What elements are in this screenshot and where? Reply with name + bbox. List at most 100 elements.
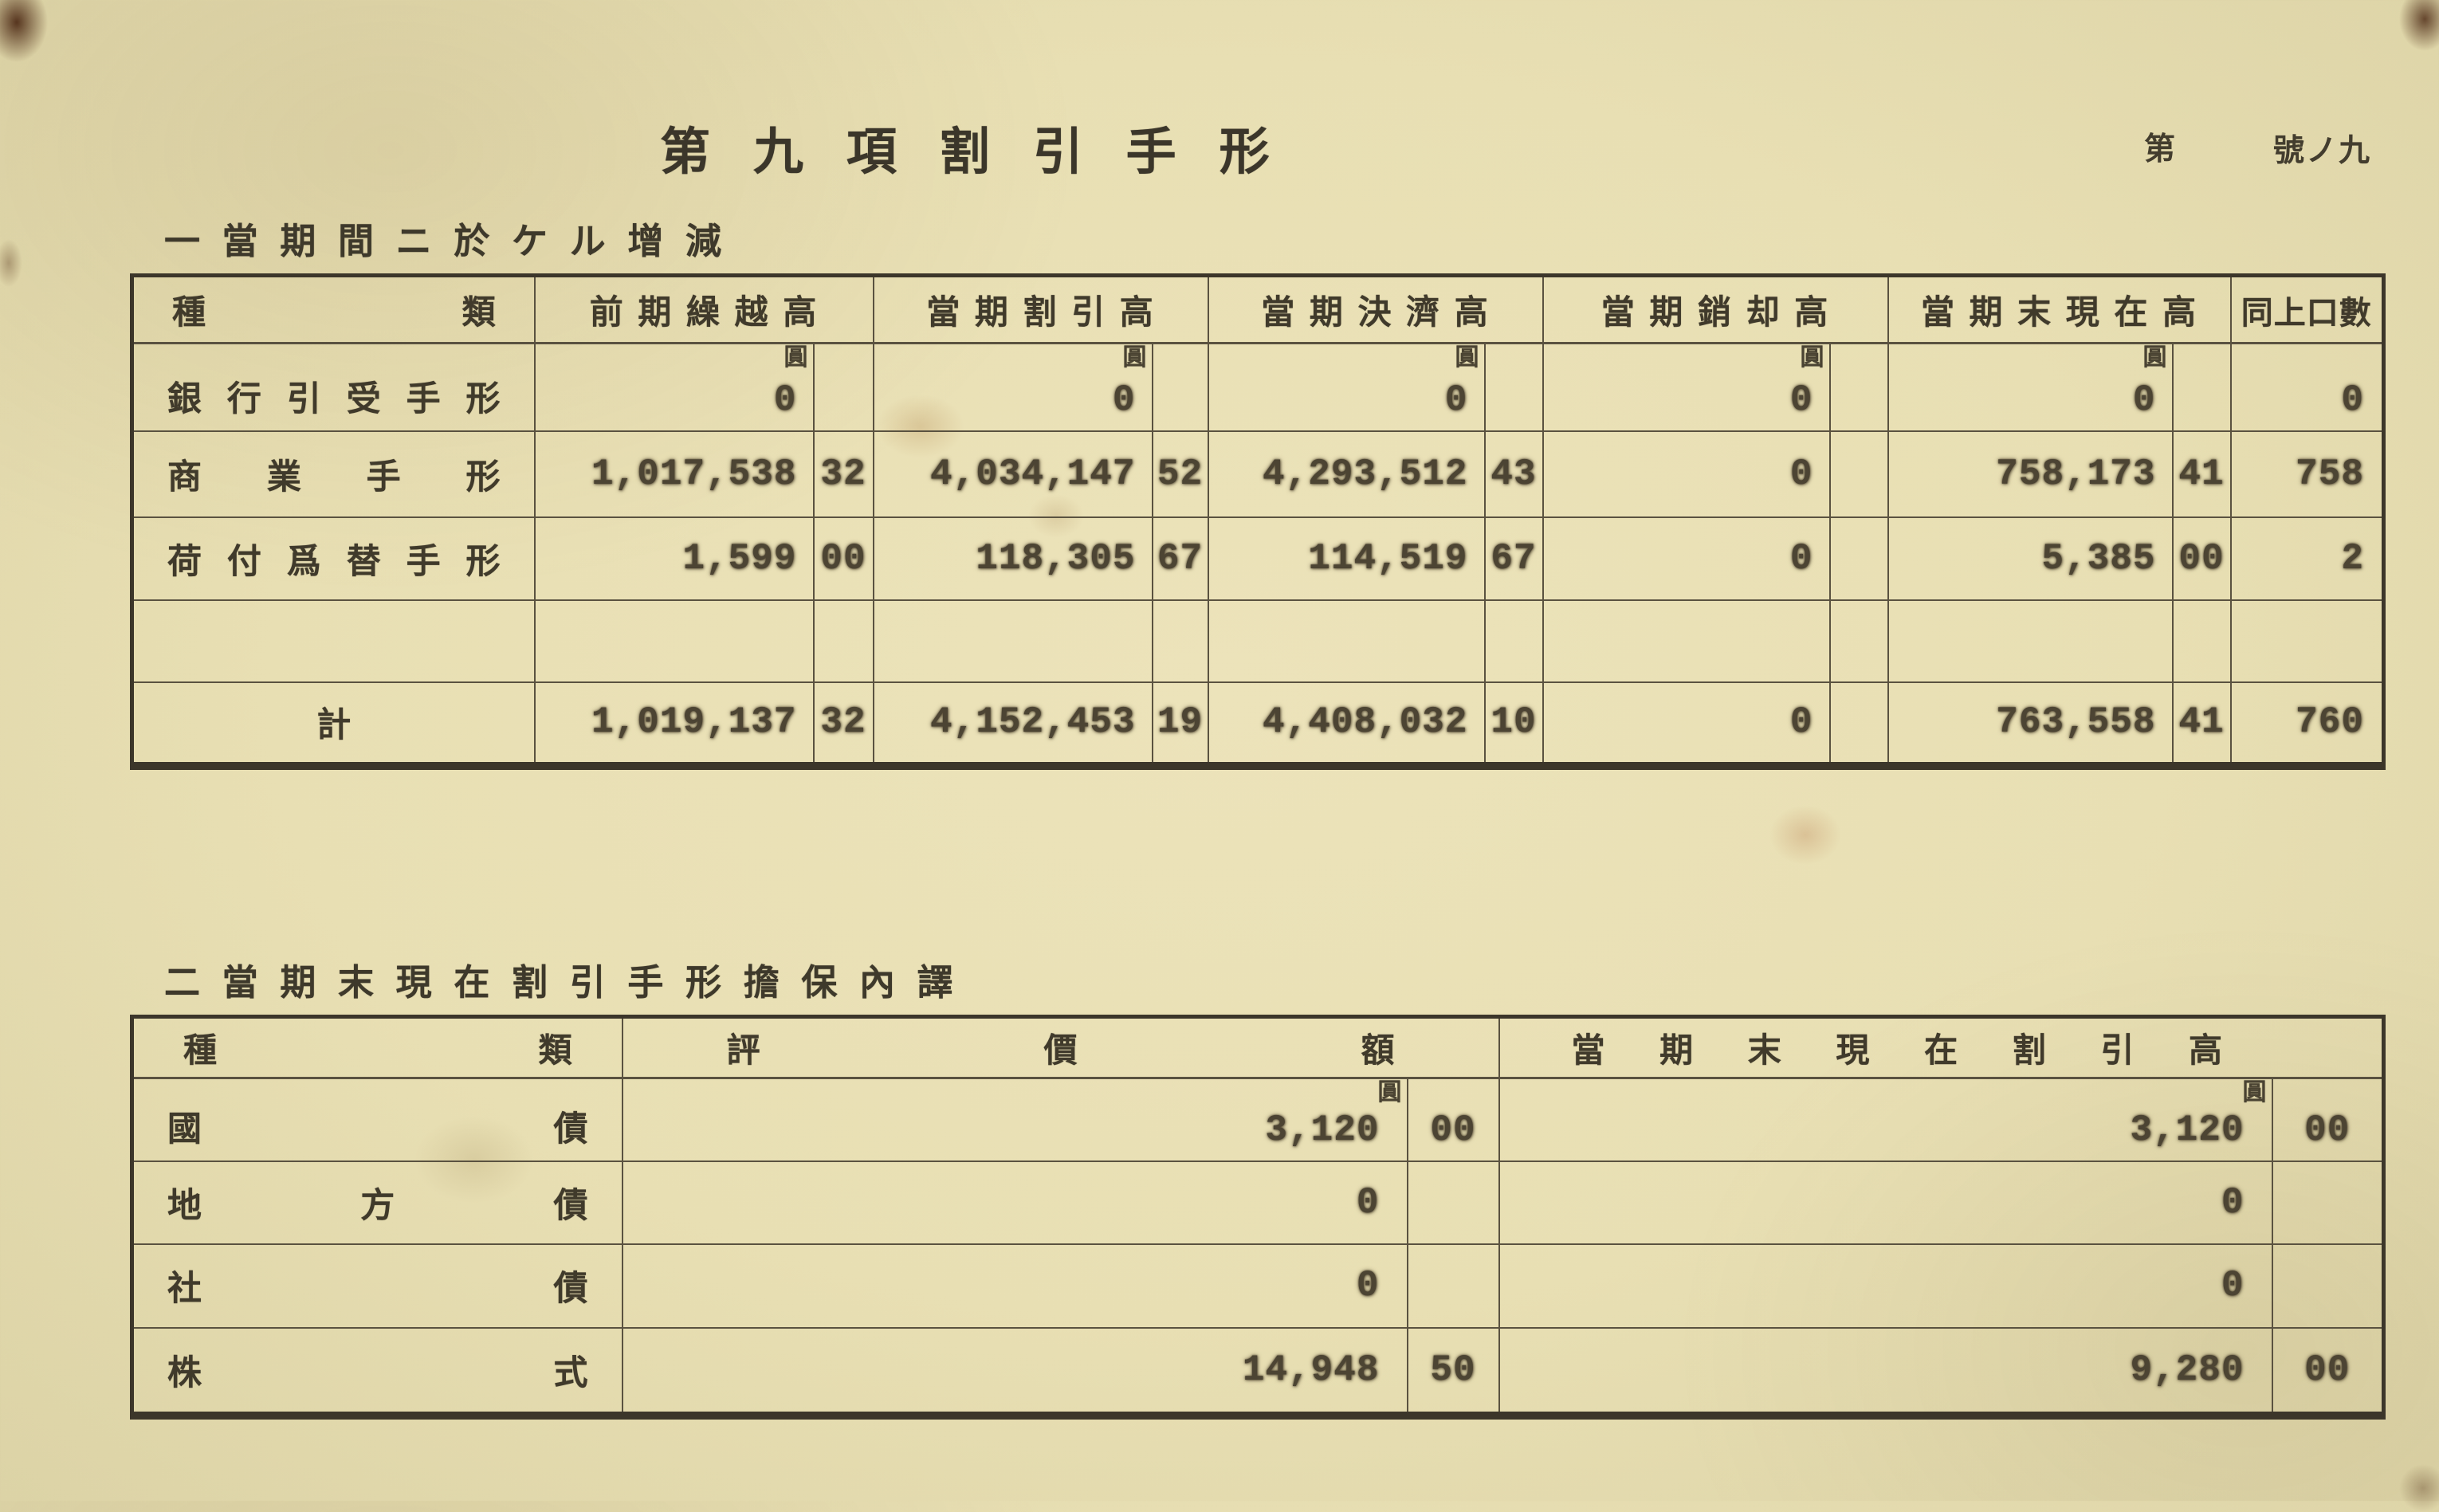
cell-count: 0 — [2229, 342, 2385, 432]
cell-sen — [1406, 1243, 1500, 1329]
cell-value: 118,305 — [872, 516, 1153, 601]
cell-sen — [1483, 599, 1544, 683]
cell-sen — [1406, 1160, 1500, 1245]
cell-number: 3,120 — [1265, 1109, 1380, 1151]
cell-number: 0 — [2221, 1181, 2245, 1223]
cell-value: 1,019,137 — [533, 681, 815, 767]
cell-sen: 19 — [1151, 681, 1209, 767]
cell-sen — [1828, 681, 1889, 767]
paper-stain — [1769, 805, 1841, 865]
cell-sen — [812, 599, 874, 683]
unit-yen-label: 圓 — [1800, 344, 1824, 371]
cell-number: 1,599 — [682, 537, 797, 579]
cell-number: 758,173 — [1996, 453, 2156, 495]
cell-sen — [1828, 342, 1889, 432]
cell-sen — [1483, 342, 1544, 432]
cell-sen: 67 — [1483, 516, 1544, 601]
unit-yen-label: 圓 — [1377, 1078, 1402, 1106]
cell-category: 銀 行 引 受 手 形 — [131, 342, 536, 432]
cell-sen — [1151, 599, 1209, 683]
cell-value — [1887, 599, 2174, 683]
cell-sen — [812, 342, 874, 432]
cell-number: 763,558 — [1996, 701, 2156, 743]
cell-number: 760 — [2296, 701, 2364, 743]
cell-value — [872, 599, 1153, 683]
cell-number: 0 — [1789, 701, 1813, 743]
table-row — [131, 599, 2385, 683]
cell-number: 00 — [2178, 537, 2225, 579]
cell-sen: 67 — [1151, 516, 1209, 601]
header-prev-carryover: 前 期 繰 越 高 — [533, 274, 874, 344]
cell-value: 14,948 — [621, 1326, 1408, 1416]
header-period-end-balance: 當 期 末 現 在 高 — [1887, 274, 2232, 344]
table-row: 社 債 0 0 — [131, 1243, 2385, 1329]
cell-sen: 41 — [2171, 430, 2232, 518]
header-period-settled: 當 期 決 濟 高 — [1207, 274, 1544, 344]
cell-sen — [2171, 342, 2232, 432]
section2-heading: 二 當 期 末 現 在 割 引 手 形 擔 保 內 譯 — [164, 961, 958, 1003]
cell-category: 地 方 債 — [131, 1160, 623, 1245]
cell-number: 4,408,032 — [1263, 701, 1468, 743]
page-number-prefix: 第 — [2144, 131, 2176, 167]
cell-sen: 00 — [2271, 1077, 2385, 1162]
cell-number: 67 — [1490, 537, 1537, 579]
cell-value — [1542, 599, 1831, 683]
cell-number: 00 — [2304, 1109, 2351, 1151]
cell-number: 0 — [2341, 379, 2364, 421]
cell-sen — [2171, 599, 2232, 683]
table-header-row: 種 類 評 價 額 當 期 末 現 在 割 引 高 — [131, 1015, 2385, 1079]
header-count: 同上口數 — [2229, 274, 2385, 344]
cell-number: 0 — [1112, 379, 1136, 421]
cell-number: 41 — [2178, 453, 2225, 495]
cell-value: 1,599 — [533, 516, 815, 601]
cell-number: 5,385 — [2041, 537, 2156, 579]
header-category: 種 類 — [131, 274, 536, 344]
cell-sen: 32 — [812, 430, 874, 518]
cell-sen: 32 — [812, 681, 874, 767]
cell-sen — [1828, 430, 1889, 518]
cell-number: 0 — [2132, 379, 2156, 421]
cell-number: 0 — [1789, 379, 1813, 421]
corner-stain-bottomright — [2399, 1464, 2439, 1512]
cell-value: 0 — [621, 1243, 1408, 1329]
header-period-writtenoff: 當 期 銷 却 高 — [1542, 274, 1889, 344]
cell-number: 3,120 — [2130, 1109, 2245, 1151]
cell-value: 1,017,538 — [533, 430, 815, 518]
header-category: 種 類 — [131, 1015, 623, 1079]
cell-number: 4,152,453 — [930, 701, 1136, 743]
cell-category: 商 業 手 形 — [131, 430, 536, 518]
cell-value: 114,519 — [1207, 516, 1486, 601]
cell-category: 社 債 — [131, 1243, 623, 1329]
cell-number: 32 — [820, 453, 866, 495]
cell-sen: 00 — [812, 516, 874, 601]
cell-sen: 41 — [2171, 681, 2232, 767]
cell-count — [2229, 599, 2385, 683]
cell-number: 0 — [1356, 1181, 1380, 1223]
cell-number: 67 — [1157, 537, 1204, 579]
table-total-row: 計 1,019,137 32 4,152,453 19 4,408,032 10… — [131, 681, 2385, 767]
cell-count: 758 — [2229, 430, 2385, 518]
edge-stain-left — [0, 239, 22, 287]
page-title: 第 九 項 割 引 手 形 — [660, 122, 1282, 181]
cell-number: 0 — [1356, 1265, 1380, 1306]
cell-number: 4,293,512 — [1263, 453, 1468, 495]
section1-heading: 一 當 期 間 ニ 於 ケ ル 增 減 — [164, 220, 726, 262]
cell-number: 1,019,137 — [591, 701, 797, 743]
header-appraisal-value: 評 價 額 — [621, 1015, 1500, 1079]
cell-number: 114,519 — [1308, 537, 1468, 579]
collateral-breakdown-table: 種 類 評 價 額 當 期 末 現 在 割 引 高 國 債 圓 3,120 00 … — [130, 1015, 2386, 1420]
cell-number: 0 — [1444, 379, 1468, 421]
table-row: 國 債 圓 3,120 00 圓 3,120 00 — [131, 1077, 2385, 1162]
corner-stain-topright — [2399, 0, 2439, 51]
cell-number: 50 — [1430, 1349, 1476, 1391]
cell-number: 9,280 — [2130, 1349, 2245, 1391]
cell-number: 19 — [1157, 701, 1204, 743]
increase-decrease-table: 種 類 前 期 繰 越 高 當 期 割 引 高 當 期 決 濟 高 當 期 銷 … — [130, 273, 2386, 770]
cell-value: 0 — [1498, 1243, 2273, 1329]
cell-number: 0 — [2221, 1265, 2245, 1306]
cell-count: 760 — [2229, 681, 2385, 767]
cell-sen: 00 — [2271, 1326, 2385, 1416]
cell-number: 0 — [773, 379, 797, 421]
